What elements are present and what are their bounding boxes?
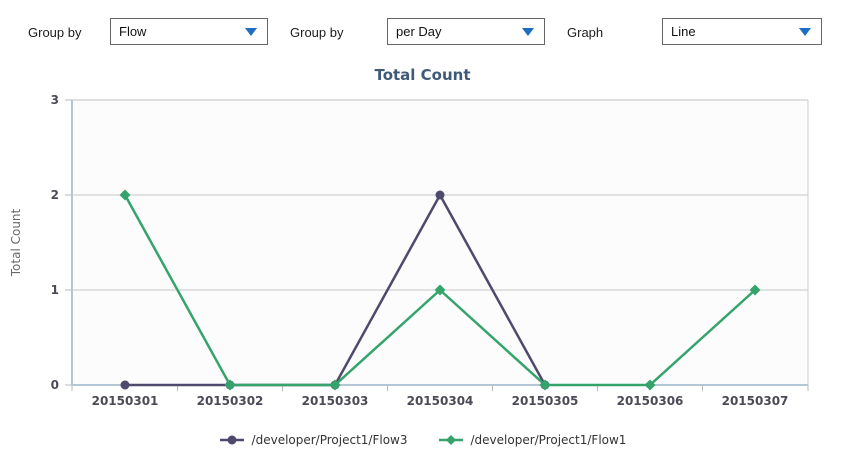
graph-type-value: Line <box>671 24 696 39</box>
x-tick-label: 20150301 <box>92 394 159 408</box>
legend-label: /developer/Project1/Flow3 <box>251 433 408 447</box>
y-tick-label: 1 <box>51 283 59 297</box>
data-point-circle <box>120 380 130 390</box>
legend-label: /developer/Project1/Flow1 <box>470 433 627 447</box>
legend-item: /developer/Project1/Flow1 <box>438 433 627 447</box>
x-tick-label: 20150304 <box>407 394 474 408</box>
graph-label: Graph <box>567 25 604 40</box>
data-point-diamond <box>434 284 446 296</box>
chevron-down-icon <box>522 27 534 36</box>
chart-title: Total Count <box>374 66 471 84</box>
data-point-diamond <box>119 189 131 201</box>
data-point-diamond <box>539 379 551 391</box>
x-tick-label: 20150307 <box>722 394 789 408</box>
x-tick-label: 20150303 <box>302 394 369 408</box>
data-point-circle <box>435 190 445 200</box>
chart-legend: /developer/Project1/Flow3/developer/Proj… <box>0 433 845 447</box>
chevron-down-icon <box>245 27 257 36</box>
group-by-label-1: Group by <box>28 25 82 40</box>
x-tick-label: 20150306 <box>617 394 684 408</box>
group-by-period-select[interactable]: per Day <box>387 18 545 45</box>
y-tick-label: 0 <box>51 378 59 392</box>
legend-item: /developer/Project1/Flow3 <box>219 433 408 447</box>
legend-circle-marker-icon <box>219 435 244 445</box>
y-tick-label: 2 <box>51 188 59 202</box>
graph-type-select[interactable]: Line <box>662 18 822 45</box>
data-point-diamond <box>224 379 236 391</box>
x-tick-label: 20150305 <box>512 394 579 408</box>
y-tick-label: 3 <box>51 93 59 107</box>
chevron-down-icon <box>799 27 811 36</box>
data-point-diamond <box>329 379 341 391</box>
plot-area <box>72 100 808 385</box>
data-point-diamond <box>644 379 656 391</box>
group-by-flow-value: Flow <box>119 24 147 39</box>
group-by-flow-select[interactable]: Flow <box>110 18 268 45</box>
x-tick-label: 20150302 <box>197 394 264 408</box>
legend-diamond-marker-icon <box>438 435 463 445</box>
group-by-period-value: per Day <box>396 24 442 39</box>
data-point-diamond <box>749 284 761 296</box>
y-axis-title: Total Count <box>9 208 23 277</box>
group-by-label-2: Group by <box>290 25 344 40</box>
line-chart: 0 1 2 3 20150301 20150302 20150303 20150304 2015… <box>9 93 809 408</box>
